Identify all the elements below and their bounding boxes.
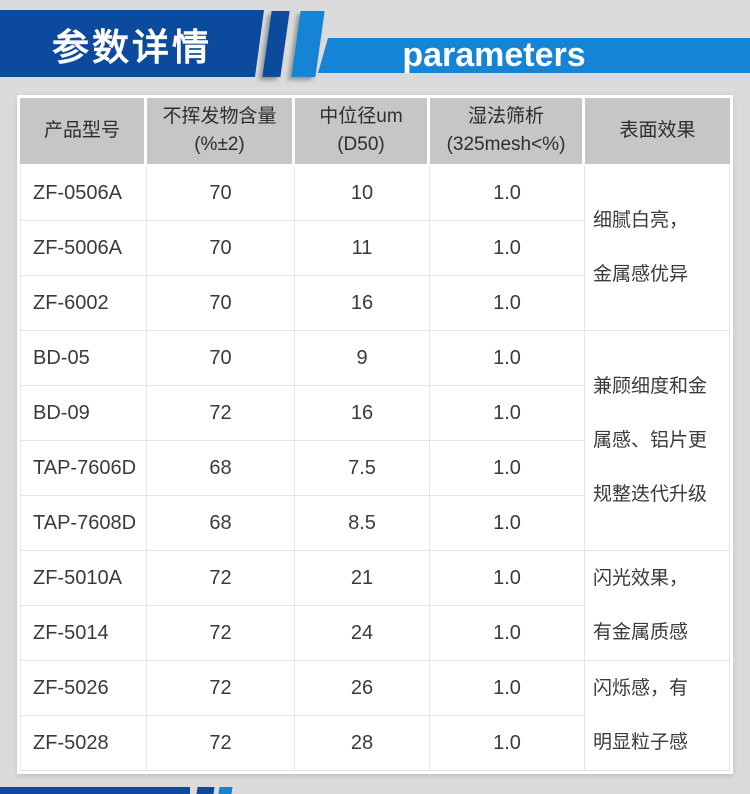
model-cell: ZF-5028 [20, 716, 147, 771]
median-cell: 11 [295, 221, 430, 276]
model-cell: BD-09 [20, 386, 147, 441]
table-row: ZF-0506A 70 10 1.0 细腻白亮， 金属感优异 [20, 166, 730, 331]
table-row: ZF-5026 72 26 1.0 闪烁感，有 明显粒子感 [20, 661, 730, 771]
next-section-banner-sliver [0, 787, 190, 794]
sieve-cell: 1.0 [430, 221, 585, 276]
model-cell: TAP-7608D [20, 496, 147, 551]
table-row: ZF-5014 72 24 1.0 [20, 606, 730, 661]
col-header-model: 产品型号 [20, 98, 147, 166]
nonvolatile-cell: 72 [147, 716, 295, 771]
section-title-banner: 参数详情 [0, 10, 264, 77]
nonvolatile-cell: 70 [147, 166, 295, 221]
nonvolatile-cell: 70 [147, 331, 295, 386]
col-header-surface-effect: 表面效果 [585, 98, 730, 166]
next-section-slash-dark [196, 787, 215, 794]
table-row: BD-09 72 16 1.0 [20, 386, 730, 441]
median-cell: 7.5 [295, 441, 430, 496]
table-row: ZF-5010A 72 21 1.0 闪光效果， 有金属质感 [20, 551, 730, 661]
sieve-cell: 1.0 [430, 606, 585, 661]
model-cell: TAP-7606D [20, 441, 147, 496]
table-row: BD-05 70 9 1.0 兼顾细度和金 属感、铝片更 规整迭代升级 [20, 331, 730, 551]
next-section-slash-light [218, 787, 233, 794]
nonvolatile-cell: 72 [147, 386, 295, 441]
col-header-wet-sieve: 湿法筛析 (325mesh<%) [430, 98, 585, 166]
section-title-zh: 参数详情 [52, 26, 212, 68]
median-cell: 28 [295, 716, 430, 771]
nonvolatile-cell: 70 [147, 276, 295, 331]
sieve-cell: 1.0 [430, 661, 585, 716]
effect-cell: 兼顾细度和金 属感、铝片更 规整迭代升级 [585, 331, 730, 551]
nonvolatile-cell: 68 [147, 441, 295, 496]
col-header-median-diameter: 中位径um (D50) [295, 98, 430, 166]
sieve-cell: 1.0 [430, 441, 585, 496]
parameters-table-card: 产品型号 不挥发物含量 (%±2) 中位径um (D50) 湿法筛析 (325mesh… [17, 95, 733, 774]
nonvolatile-cell: 68 [147, 496, 295, 551]
sieve-cell: 1.0 [430, 716, 585, 771]
median-cell: 10 [295, 166, 430, 221]
sieve-cell: 1.0 [430, 276, 585, 331]
table-header-row: 产品型号 不挥发物含量 (%±2) 中位径um (D50) 湿法筛析 (325mesh… [20, 98, 730, 166]
median-cell: 16 [295, 386, 430, 441]
model-cell: ZF-5014 [20, 606, 147, 661]
section-title-en: parameters [402, 36, 586, 74]
table-row: ZF-5028 72 28 1.0 [20, 716, 730, 771]
sieve-cell: 1.0 [430, 496, 585, 551]
effect-cell: 闪烁感，有 明显粒子感 [585, 661, 730, 771]
table-row: ZF-6002 70 16 1.0 [20, 276, 730, 331]
model-cell: ZF-6002 [20, 276, 147, 331]
effect-cell: 闪光效果， 有金属质感 [585, 551, 730, 661]
parameters-table: 产品型号 不挥发物含量 (%±2) 中位径um (D50) 湿法筛析 (325mesh… [20, 98, 730, 771]
model-cell: ZF-5006A [20, 221, 147, 276]
sieve-cell: 1.0 [430, 551, 585, 606]
model-cell: ZF-5010A [20, 551, 147, 606]
table-row: ZF-5006A 70 11 1.0 [20, 221, 730, 276]
nonvolatile-cell: 72 [147, 551, 295, 606]
median-cell: 16 [295, 276, 430, 331]
median-cell: 8.5 [295, 496, 430, 551]
divider-slash-light [291, 11, 325, 77]
col-header-nonvolatile: 不挥发物含量 (%±2) [147, 98, 295, 166]
median-cell: 21 [295, 551, 430, 606]
median-cell: 26 [295, 661, 430, 716]
table-row: TAP-7606D 68 7.5 1.0 [20, 441, 730, 496]
median-cell: 9 [295, 331, 430, 386]
divider-slash-dark [262, 11, 290, 77]
table-row: TAP-7608D 68 8.5 1.0 [20, 496, 730, 551]
sieve-cell: 1.0 [430, 386, 585, 441]
median-cell: 24 [295, 606, 430, 661]
nonvolatile-cell: 72 [147, 606, 295, 661]
sieve-cell: 1.0 [430, 331, 585, 386]
section-subtitle-banner: parameters [318, 38, 750, 73]
nonvolatile-cell: 70 [147, 221, 295, 276]
model-cell: ZF-0506A [20, 166, 147, 221]
nonvolatile-cell: 72 [147, 661, 295, 716]
effect-cell: 细腻白亮， 金属感优异 [585, 166, 730, 331]
sieve-cell: 1.0 [430, 166, 585, 221]
model-cell: ZF-5026 [20, 661, 147, 716]
model-cell: BD-05 [20, 331, 147, 386]
